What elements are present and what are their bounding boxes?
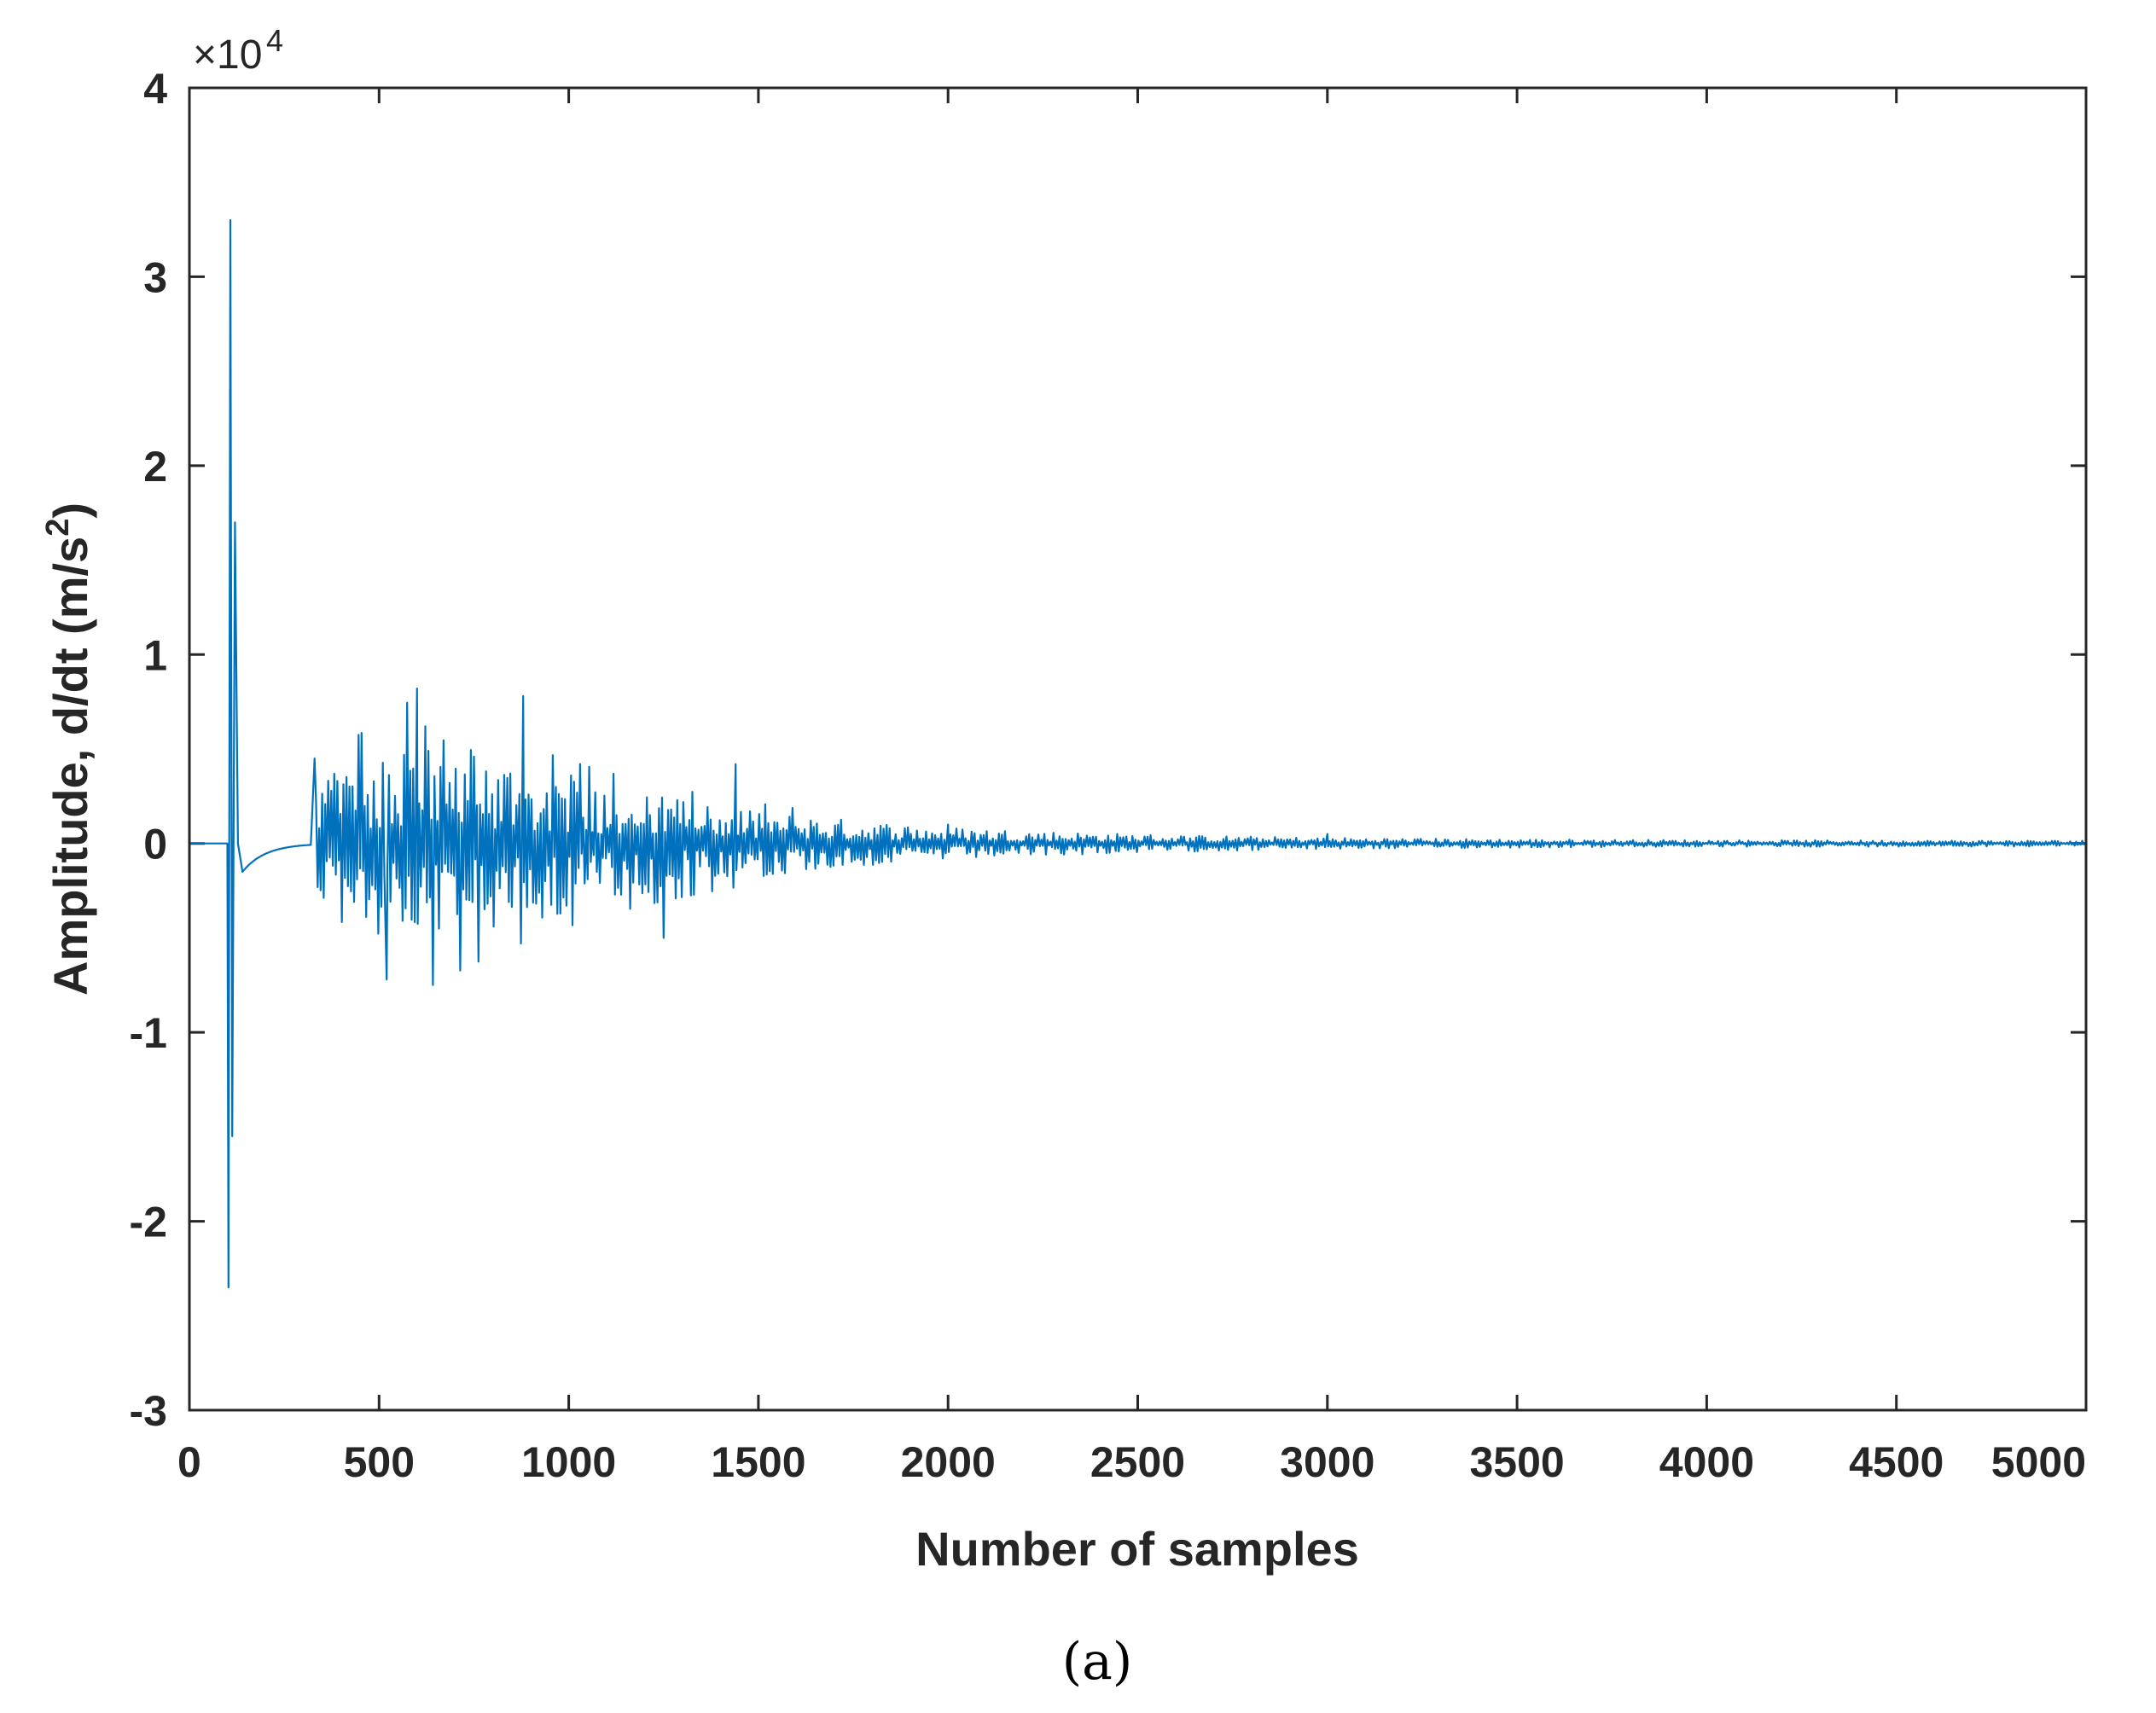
svg-text:Amplitude, d/dt (m/s2): Amplitude, d/dt (m/s2) [40, 502, 97, 996]
x-tick-label-4: 2000 [901, 1438, 996, 1486]
x-tick-label-10: 5000 [1991, 1438, 2086, 1486]
series-layer [189, 218, 2086, 1289]
axes-box [188, 86, 2088, 1412]
x-tick-label-1: 500 [344, 1438, 415, 1486]
signal-line [189, 218, 2086, 1289]
y-tick-label-2: -1 [130, 1009, 167, 1057]
x-axis-label: Number of samples [915, 1522, 1359, 1576]
x-tick-label-3: 1500 [711, 1438, 805, 1486]
y-tick-label-3: 0 [143, 821, 167, 868]
exponent-power: 4 [266, 23, 283, 58]
plot-area [189, 88, 2086, 1410]
x-tick-label-6: 3000 [1280, 1438, 1374, 1486]
y-tick-label-7: 4 [143, 65, 167, 113]
y-tick-label-4: 1 [143, 631, 167, 679]
x-tick-label-9: 4500 [1849, 1438, 1944, 1486]
y-axis-label: Amplitude, d/dt (m/s2) [40, 502, 97, 996]
y-axis-label-main: Amplitude, d/dt (m/s [44, 537, 97, 996]
x-tick-label-5: 2500 [1090, 1438, 1185, 1486]
x-tick-label-7: 3500 [1469, 1438, 1564, 1486]
y-axis-label-exponent: 2 [40, 519, 76, 537]
y-tick-label-6: 3 [143, 253, 167, 301]
y-axis-exponent: ×10 4 [193, 23, 283, 78]
x-axis: 0 500 1000 1500 2000 2500 3000 3500 4000 4500 5000 [177, 88, 2088, 1486]
y-tick-label-0: -3 [130, 1387, 167, 1435]
x-tick-label-2: 1000 [521, 1438, 616, 1486]
x-tick-label-0: 0 [177, 1438, 201, 1486]
y-tick-label-5: 2 [143, 443, 167, 491]
figure-caption: (a) [1062, 1632, 1133, 1692]
y-tick-label-1: -2 [130, 1199, 167, 1246]
y-axis-label-close: ) [44, 502, 97, 519]
exponent-prefix: ×10 [193, 32, 262, 78]
x-tick-label-8: 4000 [1659, 1438, 1754, 1486]
